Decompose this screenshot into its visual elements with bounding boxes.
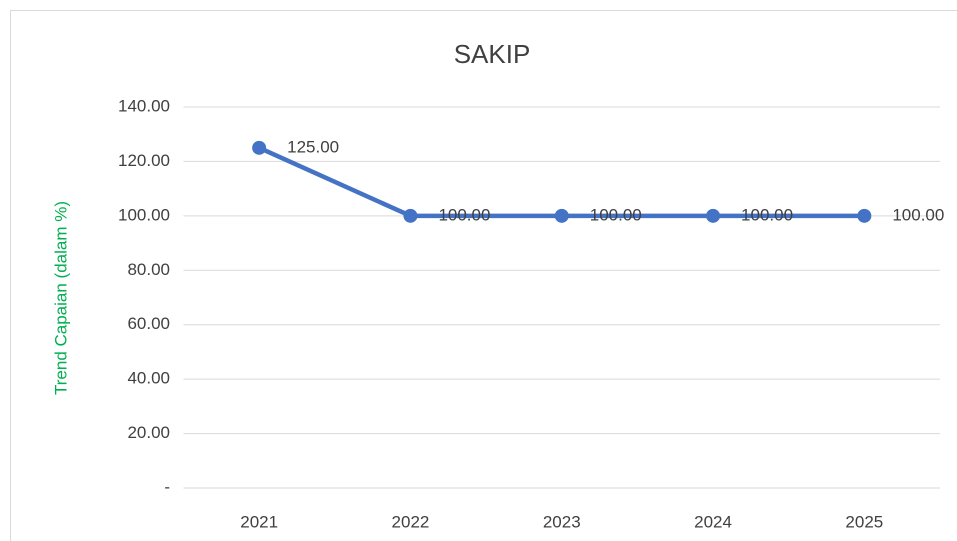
data-label: 100.00 bbox=[590, 205, 642, 224]
marker bbox=[857, 208, 872, 223]
y-tick-label: 140.00 bbox=[118, 96, 170, 115]
data-label: 100.00 bbox=[741, 205, 793, 224]
y-tick-label: 100.00 bbox=[118, 205, 170, 224]
x-tick-label: 2023 bbox=[543, 512, 581, 531]
x-tick-label: 2022 bbox=[392, 512, 430, 531]
x-tick-label: 2021 bbox=[240, 512, 278, 531]
x-tick-label: 2024 bbox=[694, 512, 732, 531]
marker bbox=[403, 208, 418, 223]
data-label: 100.00 bbox=[438, 205, 490, 224]
y-tick-label: - bbox=[164, 477, 170, 496]
chart-title: SAKIP bbox=[454, 39, 531, 69]
x-tick-label: 2025 bbox=[845, 512, 883, 531]
y-axis-label: Trend Capaian (dalam %) bbox=[51, 201, 70, 395]
marker bbox=[554, 208, 569, 223]
y-tick-label: 20.00 bbox=[127, 423, 170, 442]
y-tick-label: 40.00 bbox=[127, 369, 170, 388]
y-tick-label: 80.00 bbox=[127, 260, 170, 279]
data-label: 125.00 bbox=[287, 137, 339, 156]
marker bbox=[252, 140, 267, 155]
data-label: 100.00 bbox=[892, 205, 944, 224]
chart-border bbox=[10, 10, 957, 541]
y-tick-label: 120.00 bbox=[118, 151, 170, 170]
y-tick-label: 60.00 bbox=[127, 314, 170, 333]
marker bbox=[706, 208, 721, 223]
